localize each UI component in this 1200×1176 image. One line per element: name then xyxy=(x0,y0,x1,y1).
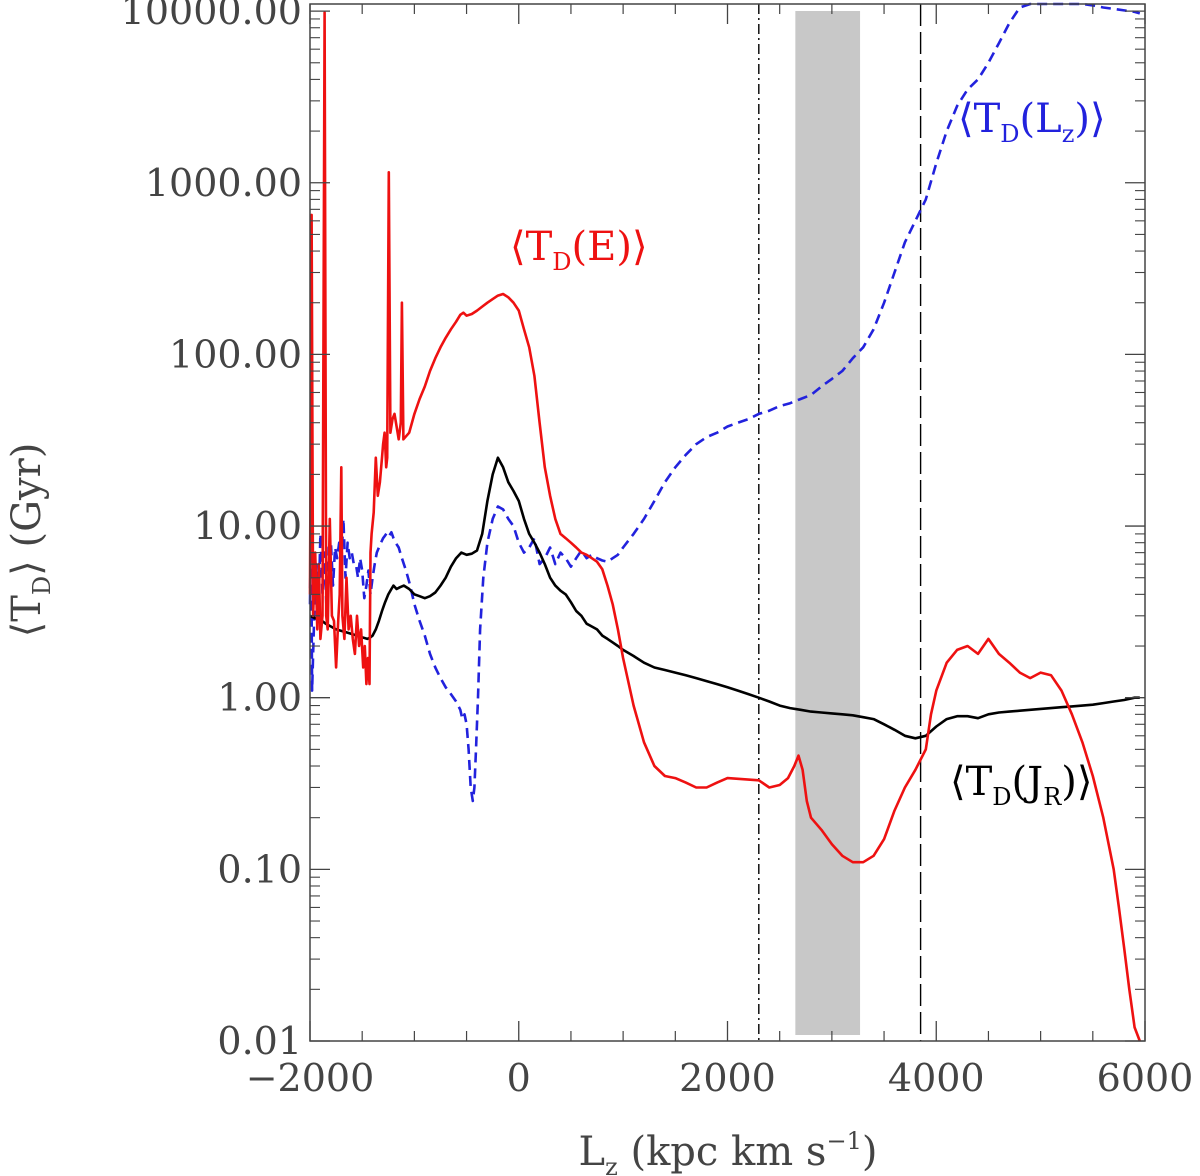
y-tick-label: 0.10 xyxy=(217,847,302,891)
x-axis-title: Lz (kpc km s−1) xyxy=(579,1127,878,1176)
series-line-JR xyxy=(309,456,1140,740)
series-line-E xyxy=(308,11,1142,1042)
series-label-JR: ⟨TD(JR)⟩ xyxy=(950,759,1092,811)
plot-frame xyxy=(309,3,1146,1042)
x-tick-label: −2000 xyxy=(246,1056,375,1100)
x-tick-label: 2000 xyxy=(679,1056,776,1100)
x-tick-label: 6000 xyxy=(1097,1056,1194,1100)
series-label-Lz: ⟨TD(Lz)⟩ xyxy=(958,96,1106,148)
x-tick-label: 4000 xyxy=(888,1056,985,1100)
shaded-band xyxy=(795,11,861,1035)
y-tick-label: 0.01 xyxy=(217,1019,302,1063)
tick-layer: −2000 0 2000 4000 6000 0.01 0.10 1.00 10.00 100.0… xyxy=(121,0,1194,1100)
x-tick-label: 0 xyxy=(507,1056,531,1100)
y-tick-label: 100.00 xyxy=(169,332,302,376)
series-layer xyxy=(308,2,1142,1042)
y-axis-title: ⟨TD⟩ (Gyr) xyxy=(4,443,56,638)
shaded-band-layer xyxy=(795,11,861,1035)
y-tick-label: 1000.00 xyxy=(145,161,302,205)
y-tick-label: 1.00 xyxy=(217,676,302,720)
series-label-E: ⟨TD(E)⟩ xyxy=(510,224,648,276)
series-line-Lz xyxy=(308,2,1141,803)
vertical-lines-layer xyxy=(758,4,922,1041)
y-tick-label: 10000.00 xyxy=(121,0,302,33)
y-tick-label: 10.00 xyxy=(193,504,302,548)
